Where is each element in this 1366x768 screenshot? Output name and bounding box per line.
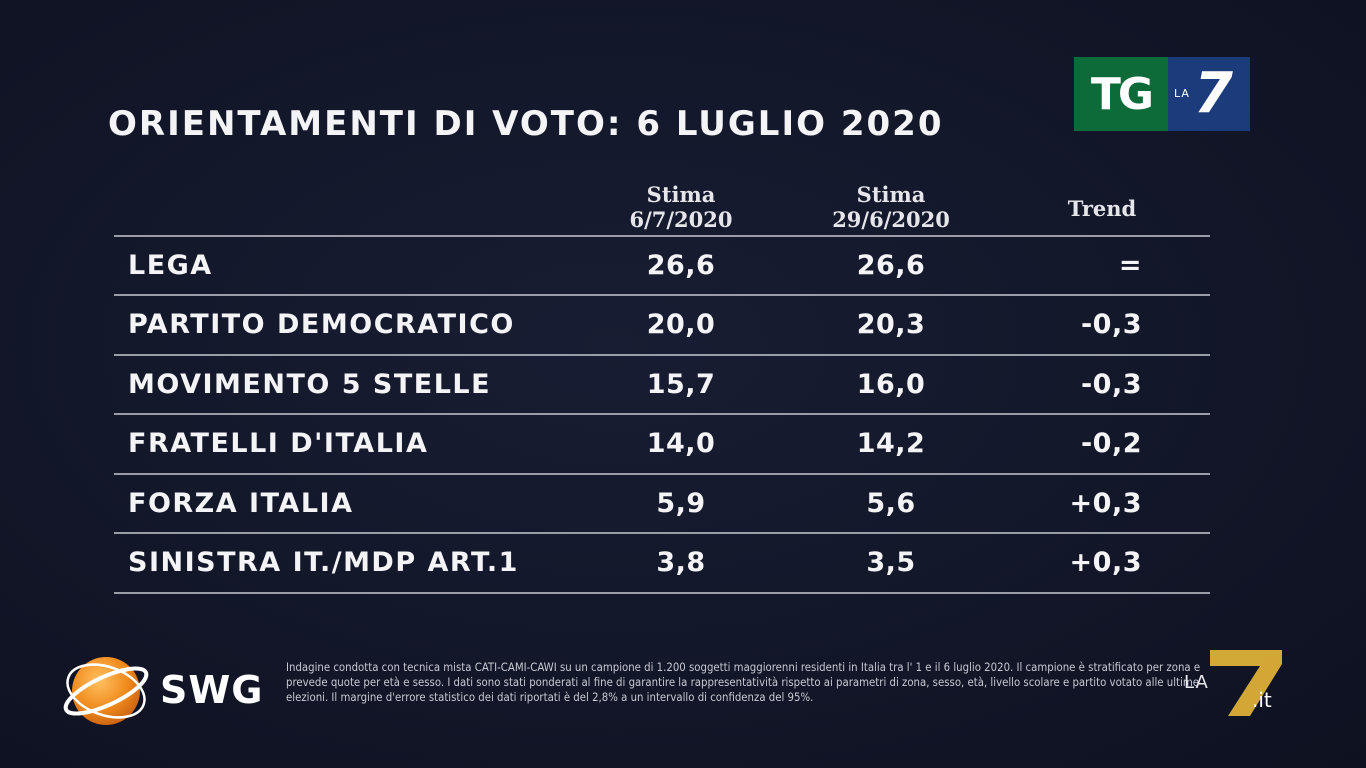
column-header-trend: Trend: [1042, 196, 1162, 221]
table-rule: [114, 532, 1210, 534]
value-trend: -0,2: [1080, 428, 1142, 459]
column-header-stima-29-6: Stima 29/6/2020: [816, 182, 966, 232]
party-name: MOVIMENTO 5 STELLE: [128, 369, 492, 400]
table-rule: [114, 473, 1210, 475]
table-rule: [114, 294, 1210, 296]
la7-watermark-logo: LA .it: [1180, 646, 1290, 720]
party-name: LEGA: [128, 250, 213, 281]
party-name: SINISTRA IT./MDP ART.1: [128, 547, 519, 578]
value-stima-6-7: 26,6: [646, 250, 716, 281]
value-trend: =: [1118, 250, 1142, 281]
column-header-line1: Trend: [1067, 196, 1137, 221]
value-stima-29-6: 26,6: [856, 250, 926, 281]
la7-logo-block: LA 7: [1168, 57, 1250, 131]
value-stima-29-6: 5,6: [866, 488, 916, 519]
table-rule: [114, 235, 1210, 237]
swg-logo-text: SWG: [160, 668, 264, 712]
value-stima-6-7: 3,8: [656, 547, 706, 578]
la7-logo-la: LA: [1174, 87, 1190, 100]
party-name: FRATELLI D'ITALIA: [128, 428, 429, 459]
value-stima-29-6: 20,3: [856, 309, 926, 340]
column-header-line2: 29/6/2020: [832, 207, 950, 232]
value-stima-6-7: 15,7: [646, 369, 716, 400]
column-header-line1: Stima: [856, 182, 926, 207]
value-stima-6-7: 5,9: [656, 488, 706, 519]
value-trend: -0,3: [1080, 309, 1142, 340]
party-name: FORZA ITALIA: [128, 488, 354, 519]
value-stima-6-7: 14,0: [646, 428, 716, 459]
value-stima-29-6: 14,2: [856, 428, 926, 459]
value-trend: -0,3: [1080, 369, 1142, 400]
tg-la7-logo: TG LA 7: [1074, 57, 1250, 131]
tg-logo-text: TG: [1074, 57, 1168, 131]
value-stima-29-6: 3,5: [866, 547, 916, 578]
table-rule: [114, 592, 1210, 594]
value-trend: +0,3: [1069, 547, 1142, 578]
column-header-line2: 6/7/2020: [629, 207, 733, 232]
page-title: ORIENTAMENTI DI VOTO: 6 LUGLIO 2020: [108, 104, 944, 144]
column-header-stima-6-7: Stima 6/7/2020: [606, 182, 756, 232]
la7-watermark-la: LA: [1184, 672, 1209, 693]
la7-watermark-it: .it: [1252, 688, 1272, 712]
methodology-note: Indagine condotta con tecnica mista CATI…: [286, 661, 1201, 704]
table-rule: [114, 413, 1210, 415]
column-header-line1: Stima: [646, 182, 716, 207]
swg-globe-icon: [63, 657, 149, 725]
value-stima-29-6: 16,0: [856, 369, 926, 400]
value-trend: +0,3: [1069, 488, 1142, 519]
table-rule: [114, 354, 1210, 356]
party-name: PARTITO DEMOCRATICO: [128, 309, 515, 340]
value-stima-6-7: 20,0: [646, 309, 716, 340]
la7-seven-icon: [1210, 650, 1282, 716]
la7-logo-seven: 7: [1194, 61, 1233, 126]
